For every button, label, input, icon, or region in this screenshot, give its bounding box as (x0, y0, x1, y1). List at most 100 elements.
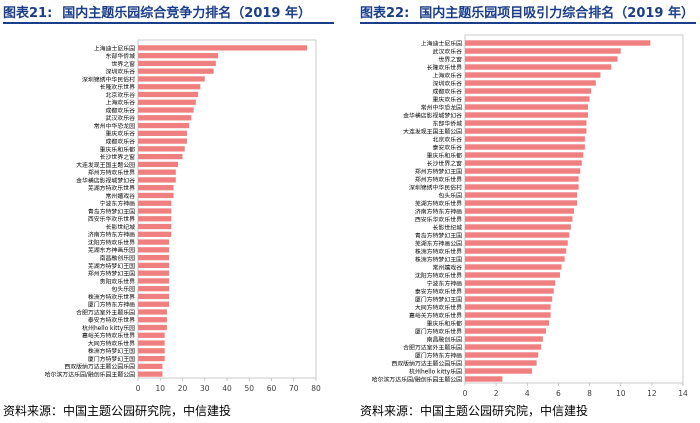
right-category-label: 株洲方特欢乐世界 (415, 247, 462, 255)
right-bar (465, 264, 562, 270)
right-bar (465, 272, 560, 278)
right-category-label: 上海欢乐谷 (433, 71, 463, 79)
right-category-label: 北京欢乐谷 (433, 135, 463, 143)
right-title-rule (360, 22, 696, 24)
left-category-label: 长沙世界之窗 (100, 153, 135, 161)
left-chart-title-text: 国内主题乐园综合竞争力排名（2019 年） (62, 6, 312, 21)
left-bar (138, 153, 183, 160)
left-x-tick-label: 70 (289, 384, 299, 393)
left-bar (138, 223, 172, 230)
right-category-label: 世界之窗 (438, 55, 462, 63)
left-bar (138, 324, 167, 331)
left-category-label: 嘉峪关方特欢乐世界 (82, 332, 135, 340)
left-bar (138, 138, 187, 144)
right-bar (465, 40, 651, 46)
left-bar (138, 99, 196, 105)
right-bar (465, 240, 568, 246)
right-category-label: 包头乐园 (438, 191, 462, 199)
left-category-label: 深圳欢乐谷 (106, 68, 136, 76)
right-category-label: 合肥万达室外主题乐园 (403, 343, 462, 351)
right-category-label: 厦门方特东方神画 (415, 351, 462, 359)
right-category-label: 郑州方特欢乐世界 (415, 175, 462, 183)
left-category-label: 西安乐华欢乐世界 (88, 215, 135, 223)
right-bar (465, 312, 551, 318)
left-category-label: 厦门方特梦幻王国 (88, 355, 135, 363)
left-bar (138, 76, 205, 82)
right-bar (465, 80, 596, 86)
left-category-label: 武汉欢乐谷 (106, 114, 136, 122)
right-category-label: 东部华侨城 (433, 119, 463, 127)
left-bar-chart: 上海迪士尼乐园东部华侨城世界之窗深圳欢乐谷深圳锦绣中华民俗村长隆欢乐世界北京欢乐… (45, 39, 321, 393)
left-category-label: 泰安方特欢乐世界 (88, 316, 135, 324)
right-bar (465, 216, 573, 222)
left-category-label: 上海迪士尼乐园 (94, 44, 135, 52)
left-bar (138, 239, 170, 245)
right-category-label: 重庆乐和乐都 (427, 151, 462, 159)
right-category-label: 常州嬉戏谷 (433, 263, 463, 271)
right-category-label: 沈阳方特欢乐世界 (415, 271, 462, 279)
right-bar (465, 160, 582, 166)
left-category-label: 郑州方特梦幻王国 (88, 270, 135, 278)
right-bar (465, 120, 587, 126)
left-category-label: 常州中华恐龙园 (94, 122, 135, 130)
right-category-label: 重庆欢乐谷 (433, 95, 463, 103)
left-bar (138, 45, 308, 51)
right-x-tick-label: 10 (616, 389, 626, 398)
right-bar (465, 304, 551, 310)
right-bar (465, 64, 612, 70)
left-category-label: 芜湖东方神画乐园 (88, 246, 135, 254)
right-category-label: 杭州hello kitty乐园 (409, 367, 462, 375)
right-category-label: 南昌融创乐园 (427, 335, 462, 343)
left-category-label: 深圳锦绣中华民俗村 (82, 75, 135, 83)
left-bar (138, 115, 192, 121)
left-category-label: 合肥万达室外主题乐园 (76, 308, 135, 316)
left-bar (138, 91, 199, 98)
left-category-label: 济南方特东方神画 (88, 231, 135, 239)
right-bar (465, 128, 587, 134)
right-category-label: 重庆乐和乐都 (427, 319, 462, 327)
right-bar (465, 360, 537, 366)
left-bar (138, 247, 170, 253)
right-bar (465, 376, 503, 382)
left-x-tick-label: 40 (222, 384, 232, 393)
left-category-label: 芜湖方特欢乐世界 (88, 184, 135, 192)
right-x-tick-label: 0 (463, 389, 468, 398)
left-category-label: 杭州hello kitty乐园 (82, 324, 135, 332)
left-bar (138, 130, 187, 136)
right-bar (465, 256, 565, 262)
right-bar (465, 200, 578, 206)
left-category-label: 包头乐园 (111, 285, 135, 293)
right-bar (465, 320, 550, 326)
left-bar (138, 161, 179, 168)
right-bar (465, 296, 553, 302)
left-bar (138, 348, 165, 354)
right-category-label: 宁波东方神画 (427, 279, 462, 287)
left-category-label: 株洲方特梦幻王国 (88, 347, 135, 355)
right-category-label: 上海迪士尼乐园 (421, 39, 462, 47)
right-category-label: 济南方特东方神画 (415, 207, 462, 215)
right-x-tick-label: 6 (556, 389, 561, 398)
right-bar (465, 192, 578, 198)
right-category-label: 厦门方特梦幻王国 (415, 295, 462, 303)
right-category-label: 长隆欢乐世界 (427, 63, 462, 71)
left-category-label: 成都欢乐谷 (106, 137, 136, 145)
right-bar (465, 208, 574, 214)
right-bar (465, 96, 590, 102)
right-category-label: 大连发现王国主题公园 (403, 127, 462, 135)
left-bar (138, 185, 174, 191)
right-bar (465, 248, 567, 254)
left-bar (138, 254, 170, 261)
left-x-tick-label: 60 (267, 384, 277, 393)
left-bar (138, 231, 172, 237)
left-category-label: 芜湖方特梦幻王国 (88, 262, 135, 270)
left-bar (138, 169, 176, 175)
left-category-label: 重庆欢乐谷 (106, 130, 136, 138)
left-category-label: 北京欢乐谷 (106, 91, 136, 99)
left-bar (138, 371, 163, 377)
right-category-label: 嘉峪关方特欢乐世界 (409, 311, 462, 319)
right-chart-title: 图表22: 国内主题乐园项目吸引力综合排名（2019 年） (360, 2, 694, 21)
left-category-label: 南昌融创乐园 (100, 254, 135, 262)
right-bar (465, 184, 579, 190)
left-category-label: 西双版纳万达主题公园乐园 (64, 363, 135, 371)
right-bar (465, 280, 556, 286)
